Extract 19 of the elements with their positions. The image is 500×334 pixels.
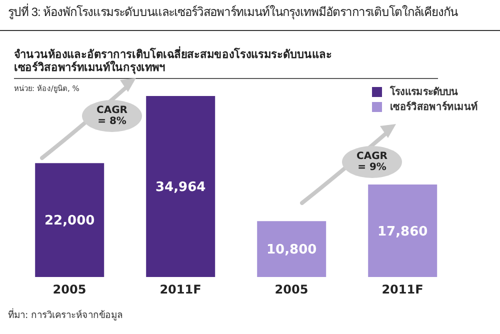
x-tick-label: 2011F bbox=[160, 282, 202, 297]
data-label: 22,000 bbox=[44, 214, 95, 229]
text: ที่มา: การวิเคราะห์จากข้อมูล bbox=[8, 307, 124, 322]
x-tick-label: 2005 bbox=[52, 282, 86, 297]
data-label: 17,860 bbox=[378, 224, 428, 240]
bar bbox=[146, 96, 216, 277]
bar bbox=[35, 163, 104, 277]
chart-title: รูปที่ 3: ห้องพักโรงแรมระดับบนและเซอร์วิสอพาร์ทเมนท์ในกรุงเทพมีอัตราการเติบโตใกล้เคียงกัน bbox=[8, 2, 458, 21]
chart-subtitle: จำนวนห้องและอัตราการเติบโตเฉลี่ยสะสมของโรงแรมระดับบนและเซอร์วิสอพาร์ทเมนท์ในกรุงเทพฯ bbox=[14, 48, 333, 74]
annotation: CAGR = 9% bbox=[356, 151, 388, 173]
bar bbox=[368, 184, 438, 277]
legend-label: เซอร์วิสอพาร์ทเมนท์ bbox=[389, 100, 478, 114]
annotation: CAGR = 8% bbox=[96, 105, 128, 127]
x-tick-label: 2011F bbox=[382, 282, 424, 297]
x-tick-label: 2005 bbox=[274, 282, 308, 297]
bar bbox=[257, 221, 326, 277]
legend-label: โรงแรมระดับบน bbox=[389, 84, 459, 99]
data-label: 10,800 bbox=[266, 242, 317, 258]
data-label: 34,964 bbox=[156, 180, 206, 196]
